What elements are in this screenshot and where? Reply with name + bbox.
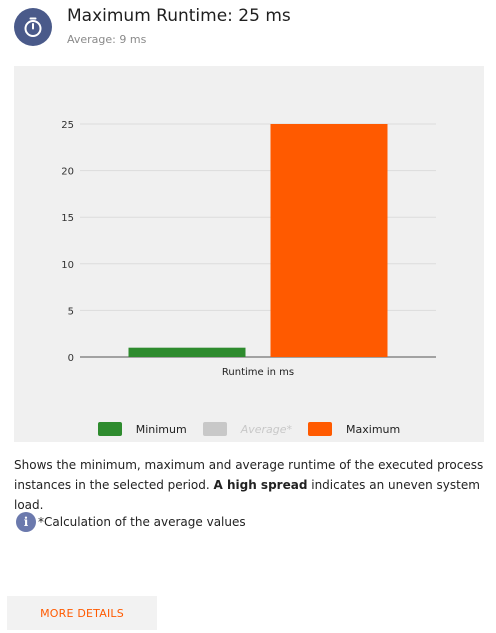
bar-maximum	[270, 124, 388, 357]
legend-item-maximum[interactable]: Maximum	[308, 422, 400, 436]
y-tick-label: 15	[61, 213, 74, 224]
y-tick-label: 0	[68, 353, 74, 364]
info-icon[interactable]: i	[16, 512, 36, 532]
legend-swatch	[202, 422, 227, 436]
header: Maximum Runtime: 25 ms Average: 9 ms	[14, 6, 484, 54]
legend-label: Maximum	[346, 422, 401, 436]
legend-item-minimum[interactable]: Minimum	[97, 422, 187, 436]
legend-label: Minimum	[135, 422, 187, 436]
y-tick-label: 25	[61, 120, 74, 131]
description-text-end: indicates an uneven system load.	[14, 478, 480, 512]
legend-swatch	[97, 422, 122, 436]
legend-swatch	[308, 422, 333, 436]
y-tick-label: 20	[61, 167, 74, 178]
y-tick-label: 10	[61, 260, 74, 271]
runtime-chart: 0 5 10 15 20 25 Runtime in ms Minimum Average* M…	[14, 66, 484, 442]
description-bold-text: A high spread	[213, 478, 308, 492]
description-text: Shows the minimum, maximum and average r…	[14, 458, 484, 492]
more-details-button[interactable]: MORE DETAILS	[7, 596, 157, 630]
average-calculation-note[interactable]: i *Calculation of the average values	[16, 512, 246, 532]
note-text: *Calculation of the average values	[38, 515, 246, 529]
page-title: Maximum Runtime: 25 ms	[67, 6, 291, 26]
y-tick-label: 5	[68, 306, 74, 317]
chart-description: Shows the minimum, maximum and average r…	[14, 455, 484, 515]
legend-label: Average*	[240, 422, 293, 436]
chart-canvas: 0 5 10 15 20 25 Runtime in ms	[61, 120, 436, 378]
average-subtitle: Average: 9 ms	[67, 33, 147, 46]
x-axis-label: Runtime in ms	[222, 367, 294, 378]
bar-minimum	[128, 347, 246, 357]
stopwatch-icon	[14, 8, 52, 46]
chart-legend: Minimum Average* Maximum	[14, 422, 484, 436]
legend-item-average[interactable]: Average*	[202, 422, 293, 436]
